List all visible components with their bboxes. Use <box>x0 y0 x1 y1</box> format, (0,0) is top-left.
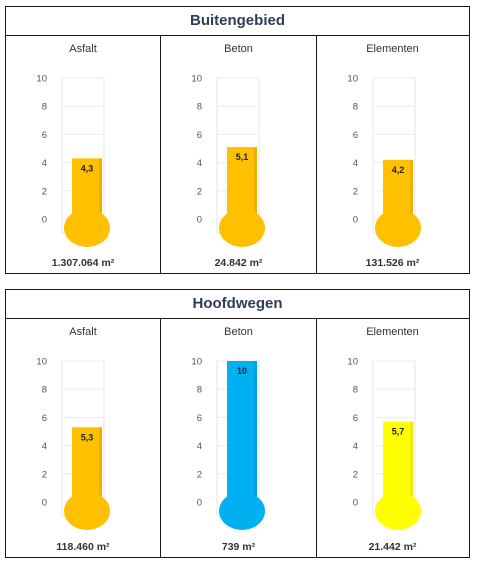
y-tick-label: 10 <box>347 74 358 85</box>
y-tick-label: 4 <box>353 158 358 169</box>
cell-label: Beton <box>224 43 253 55</box>
bar-shade <box>254 361 257 508</box>
bar-shade <box>99 427 102 508</box>
y-tick-label: 0 <box>197 498 202 509</box>
area-label: 131.526 m² <box>365 257 420 269</box>
cell-label: Elementen <box>366 43 419 55</box>
thermometer-chart: 0 2 4 6 8 10 10 <box>191 357 265 530</box>
cell-label: Asfalt <box>69 326 97 338</box>
thermometer-chart: 0 2 4 6 8 10 5,3 <box>36 357 110 530</box>
y-tick-label: 6 <box>42 130 47 141</box>
area-label: 24.842 m² <box>214 257 263 269</box>
thermometer-cell: Elementen 0 2 4 6 8 10 5,7 21.442 m² <box>317 318 468 557</box>
y-tick-label: 2 <box>42 469 47 480</box>
y-tick-label: 4 <box>42 158 47 169</box>
cell-label: Beton <box>224 326 253 338</box>
y-tick-label: 8 <box>42 385 47 396</box>
thermometer-chart: 0 2 4 6 8 10 5,1 <box>191 74 265 247</box>
y-tick-label: 0 <box>42 498 47 509</box>
y-tick-label: 10 <box>36 357 47 368</box>
y-tick-label: 2 <box>197 469 202 480</box>
y-tick-label: 4 <box>353 441 358 452</box>
y-tick-label: 8 <box>197 385 202 396</box>
y-tick-label: 4 <box>197 441 202 452</box>
y-tick-label: 0 <box>353 215 358 226</box>
y-tick-label: 6 <box>353 130 358 141</box>
thermometer-cell: Elementen 0 2 4 6 8 10 4,2 131.526 m² <box>317 35 468 273</box>
thermometer-cell: Beton 0 2 4 6 8 10 10 739 m² <box>161 318 317 557</box>
y-tick-label: 10 <box>36 74 47 85</box>
y-tick-label: 4 <box>197 158 202 169</box>
area-label: 739 m² <box>221 541 256 553</box>
thermometer-chart: 0 2 4 6 8 10 5,7 <box>347 357 421 530</box>
y-tick-label: 8 <box>42 102 47 113</box>
thermometer-bulb <box>219 209 265 247</box>
y-tick-label: 10 <box>347 357 358 368</box>
bar-shade <box>254 147 257 225</box>
value-label: 5,3 <box>81 432 94 442</box>
cell-label: Asfalt <box>69 43 97 55</box>
thermometer-chart: 0 2 4 6 8 10 4,2 <box>347 74 421 247</box>
y-tick-label: 2 <box>353 186 358 197</box>
y-tick-label: 4 <box>42 441 47 452</box>
y-tick-label: 6 <box>353 413 358 424</box>
y-tick-label: 0 <box>42 215 47 226</box>
panel-title: Hoofdwegen <box>6 290 469 319</box>
y-tick-label: 0 <box>197 215 202 226</box>
thermometer-bulb <box>64 209 110 247</box>
value-label: 5,7 <box>392 427 405 437</box>
bar-shade <box>99 158 102 225</box>
bar-shade <box>410 421 413 508</box>
panel-buitengebied: Buitengebied Asfalt 0 2 4 6 8 10 4,3 1.307.064… <box>5 6 470 274</box>
y-tick-label: 8 <box>353 385 358 396</box>
area-label: 21.442 m² <box>368 541 417 553</box>
thermometer-bulb <box>219 492 265 530</box>
cell-label: Elementen <box>366 326 419 338</box>
y-tick-label: 6 <box>197 130 202 141</box>
y-tick-label: 8 <box>353 102 358 113</box>
thermometer-cell: Asfalt 0 2 4 6 8 10 4,3 1.307.064 m² <box>6 35 161 273</box>
thermometer-cell: Beton 0 2 4 6 8 10 5,1 24.842 m² <box>161 35 317 273</box>
y-tick-label: 2 <box>42 186 47 197</box>
y-tick-label: 8 <box>197 102 202 113</box>
y-tick-label: 2 <box>353 469 358 480</box>
thermometer-bulb <box>375 492 421 530</box>
thermometer-bulb <box>375 209 421 247</box>
bar-shade <box>410 159 413 225</box>
y-tick-label: 10 <box>191 74 202 85</box>
y-tick-label: 6 <box>197 413 202 424</box>
thermometer-cell: Asfalt 0 2 4 6 8 10 5,3 118.460 m² <box>6 318 161 557</box>
y-tick-label: 0 <box>353 498 358 509</box>
value-label: 10 <box>237 366 247 376</box>
thermometer-bar <box>227 361 257 508</box>
panel-title: Buitengebied <box>6 7 469 36</box>
value-label: 4,3 <box>81 163 94 173</box>
thermometer-bulb <box>64 492 110 530</box>
y-tick-label: 10 <box>191 357 202 368</box>
area-label: 1.307.064 m² <box>51 257 115 269</box>
y-tick-label: 2 <box>197 186 202 197</box>
value-label: 4,2 <box>392 165 405 175</box>
value-label: 5,1 <box>236 152 249 162</box>
panel-hoofdwegen: Hoofdwegen Asfalt 0 2 4 6 8 10 5,3 118.460 m² … <box>5 289 470 558</box>
thermometer-chart: 0 2 4 6 8 10 4,3 <box>36 74 110 247</box>
area-label: 118.460 m² <box>56 541 110 553</box>
y-tick-label: 6 <box>42 413 47 424</box>
